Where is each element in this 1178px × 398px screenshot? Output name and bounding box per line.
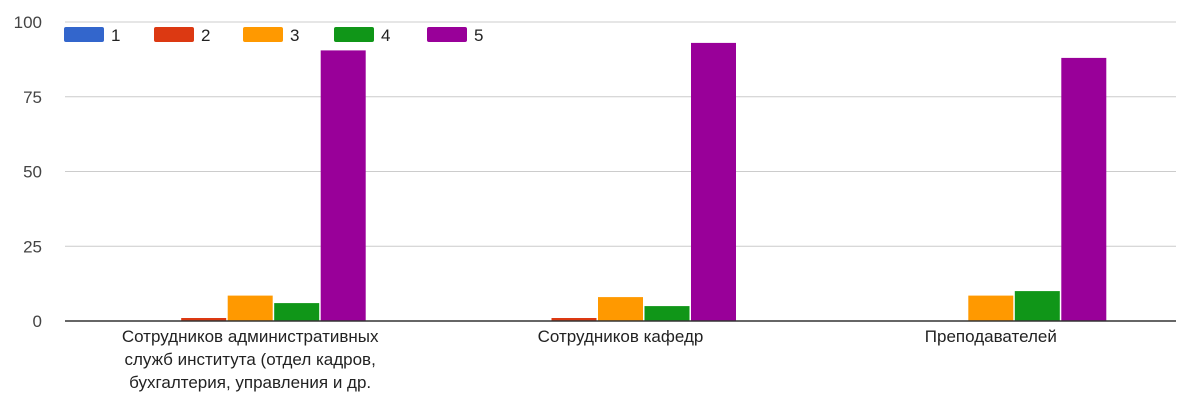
- bar-series-3-category-3[interactable]: [968, 295, 1014, 321]
- legend-item-2[interactable]: 2: [154, 26, 210, 45]
- bar-series-4-category-1[interactable]: [274, 303, 320, 321]
- gridlines: [65, 21, 1176, 247]
- y-tick-label: 75: [23, 88, 42, 107]
- legend-swatch: [64, 27, 104, 42]
- legend-item-5[interactable]: 5: [427, 26, 483, 45]
- legend: 1 2 3 4 5: [64, 26, 483, 45]
- legend-swatch: [154, 27, 194, 42]
- legend-item-4[interactable]: 4: [334, 26, 390, 45]
- legend-swatch: [427, 27, 467, 42]
- y-tick-label: 50: [23, 163, 42, 182]
- bar-series-2-category-1[interactable]: [181, 318, 227, 321]
- bar-series-4-category-2[interactable]: [644, 306, 690, 321]
- bar-series-4-category-3[interactable]: [1014, 291, 1060, 321]
- bar-series-3-category-1[interactable]: [227, 295, 273, 321]
- y-tick-label: 25: [23, 237, 42, 256]
- legend-item-3[interactable]: 3: [243, 26, 299, 45]
- legend-label: 5: [474, 26, 483, 45]
- x-axis-categories: Сотрудников административных служб инстит…: [122, 327, 1057, 392]
- bar-series-2-category-2[interactable]: [551, 318, 597, 321]
- legend-label: 1: [111, 26, 120, 45]
- legend-swatch: [243, 27, 283, 42]
- category-label: служб института (отдел кадров,: [125, 350, 376, 369]
- bar-series-3-category-2[interactable]: [598, 297, 643, 321]
- bars: [181, 42, 1107, 322]
- category-label: Преподавателей: [925, 327, 1057, 346]
- bar-series-5-category-1[interactable]: [320, 50, 366, 322]
- legend-label: 3: [290, 26, 299, 45]
- y-axis-ticks: 0 25 50 75 100: [14, 13, 42, 331]
- legend-label: 4: [381, 26, 390, 45]
- category-label: Сотрудников кафедр: [538, 327, 704, 346]
- bar-series-5-category-2[interactable]: [691, 42, 736, 322]
- category-label: бухгалтерия, управления и др.: [129, 373, 371, 392]
- legend-label: 2: [201, 26, 210, 45]
- category-label: Сотрудников административных: [122, 327, 379, 346]
- legend-swatch: [334, 27, 374, 42]
- legend-item-1[interactable]: 1: [64, 26, 120, 45]
- y-tick-label: 100: [14, 13, 42, 32]
- bar-series-5-category-3[interactable]: [1061, 57, 1107, 322]
- y-tick-label: 0: [33, 312, 42, 331]
